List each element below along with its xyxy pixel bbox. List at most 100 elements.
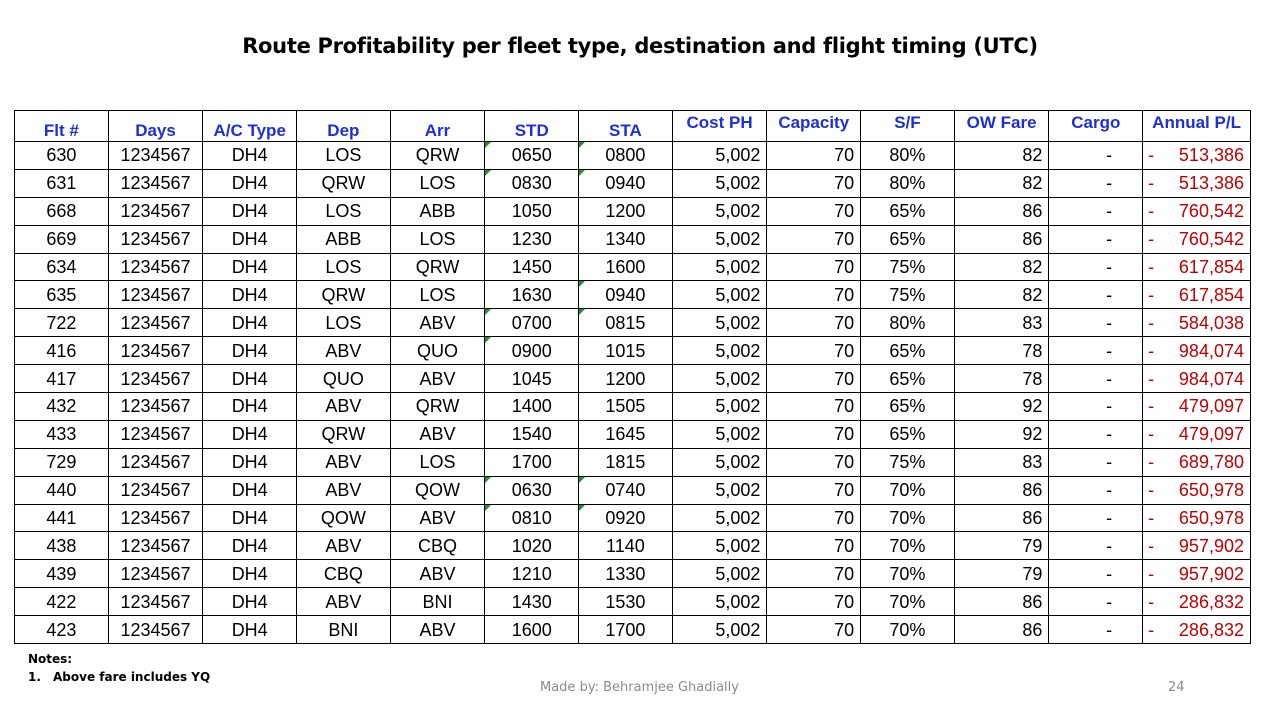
table-row: 631 1234567 DH4 QRW LOS 0830 0940 5,002 70 80% 82-… bbox=[14, 168, 1251, 198]
annual-pl-value: 513,386 bbox=[1178, 145, 1244, 166]
cell-days: 1234567 bbox=[107, 615, 204, 645]
cell-sta: 1200 bbox=[578, 196, 673, 226]
cell-cost-ph: 5,002 bbox=[671, 196, 768, 226]
cell-arr: ABV bbox=[389, 559, 486, 589]
cell-days: 1234567 bbox=[107, 280, 204, 310]
col-header-days: Days bbox=[107, 110, 204, 142]
cell-ow-fare: 82 bbox=[953, 252, 1050, 282]
cell-annual-pl: - 513,386 bbox=[1142, 141, 1251, 170]
annual-pl-value: 650,978 bbox=[1178, 480, 1244, 501]
cell-arr: LOS bbox=[389, 168, 486, 198]
cell-cost-ph: 5,002 bbox=[671, 280, 768, 310]
cell-days: 1234567 bbox=[107, 419, 204, 449]
negative-sign: - bbox=[1148, 396, 1155, 417]
cell-flight-number: 423 bbox=[14, 615, 109, 645]
cell-flight-number: 634 bbox=[14, 252, 109, 282]
cell-days: 1234567 bbox=[107, 587, 204, 617]
cell-days: 1234567 bbox=[107, 364, 204, 394]
cell-cost-ph: 5,002 bbox=[671, 141, 768, 170]
cell-ac-type: DH4 bbox=[202, 615, 298, 645]
col-header-sf: S/F bbox=[860, 110, 955, 142]
col-header-ow-fare: OW Fare bbox=[953, 110, 1050, 142]
table-row: 422 1234567 DH4 ABV BNI 1430 1530 5,002 70 70% 86-… bbox=[14, 587, 1251, 617]
cell-days: 1234567 bbox=[107, 141, 204, 170]
table-row: 668 1234567 DH4 LOS ABB 1050 1200 5,002 70 65% 86-… bbox=[14, 196, 1251, 226]
cell-ow-fare: 79 bbox=[953, 559, 1050, 589]
cell-ow-fare: 86 bbox=[953, 475, 1050, 505]
cell-arr: ABV bbox=[389, 615, 486, 645]
cell-capacity: 70 bbox=[766, 475, 862, 505]
cell-cost-ph: 5,002 bbox=[671, 503, 768, 533]
cell-flight-number: 439 bbox=[14, 559, 109, 589]
cell-cargo: - bbox=[1048, 531, 1144, 561]
cell-flight-number: 729 bbox=[14, 447, 109, 477]
cell-sf: 70% bbox=[860, 531, 955, 561]
cell-cargo: - bbox=[1048, 392, 1144, 421]
table-row: 433 1234567 DH4 QRW ABV 1540 1645 5,002 70 65% 92-… bbox=[14, 419, 1251, 449]
cell-cost-ph: 5,002 bbox=[671, 336, 768, 366]
cell-capacity: 70 bbox=[766, 280, 862, 310]
route-profitability-table: Flt # Days A/C Type Dep Arr STD STA Cost… bbox=[14, 110, 1251, 645]
table-row: 669 1234567 DH4 ABB LOS 1230 1340 5,002 70 65% 86-… bbox=[14, 224, 1251, 254]
cell-ac-type: DH4 bbox=[202, 364, 298, 394]
annual-pl-value: 760,542 bbox=[1178, 229, 1244, 250]
cell-std: 0900 bbox=[484, 336, 580, 366]
cell-std: 1020 bbox=[484, 531, 580, 561]
cell-flight-number: 631 bbox=[14, 168, 109, 198]
cell-cost-ph: 5,002 bbox=[671, 447, 768, 477]
cell-flight-number: 635 bbox=[14, 280, 109, 310]
cell-cargo: - bbox=[1048, 559, 1144, 589]
cell-annual-pl: - 650,978 bbox=[1142, 503, 1251, 533]
cell-ow-fare: 79 bbox=[953, 531, 1050, 561]
cell-flight-number: 422 bbox=[14, 587, 109, 617]
cell-dep: LOS bbox=[296, 308, 391, 338]
cell-sf: 70% bbox=[860, 503, 955, 533]
cell-sta: 1140 bbox=[578, 531, 673, 561]
cell-capacity: 70 bbox=[766, 503, 862, 533]
cell-days: 1234567 bbox=[107, 308, 204, 338]
cell-dep: CBQ bbox=[296, 559, 391, 589]
cell-cost-ph: 5,002 bbox=[671, 615, 768, 645]
cell-capacity: 70 bbox=[766, 336, 862, 366]
col-header-dep: Dep bbox=[296, 110, 391, 142]
cell-sta: 1530 bbox=[578, 587, 673, 617]
cell-sf: 70% bbox=[860, 587, 955, 617]
cell-std: 0700 bbox=[484, 308, 580, 338]
notes: Notes: 1. Above fare includes YQ bbox=[28, 650, 210, 686]
cell-arr: LOS bbox=[389, 447, 486, 477]
cell-cost-ph: 5,002 bbox=[671, 224, 768, 254]
cell-arr: ABV bbox=[389, 503, 486, 533]
slide-title: Route Profitability per fleet type, dest… bbox=[242, 34, 1038, 58]
cell-annual-pl: - 650,978 bbox=[1142, 475, 1251, 505]
cell-flight-number: 440 bbox=[14, 475, 109, 505]
cell-cargo: - bbox=[1048, 280, 1144, 310]
cell-cargo: - bbox=[1048, 168, 1144, 198]
negative-sign: - bbox=[1148, 535, 1155, 556]
table-row: 441 1234567 DH4 QOW ABV 0810 0920 5,002 70 70% 86-… bbox=[14, 503, 1251, 533]
cell-sta: 1330 bbox=[578, 559, 673, 589]
cell-sf: 65% bbox=[860, 336, 955, 366]
cell-std: 1600 bbox=[484, 615, 580, 645]
cell-annual-pl: - 584,038 bbox=[1142, 308, 1251, 338]
cell-days: 1234567 bbox=[107, 392, 204, 421]
cell-arr: QRW bbox=[389, 392, 486, 421]
cell-days: 1234567 bbox=[107, 168, 204, 198]
cell-dep: QRW bbox=[296, 419, 391, 449]
annual-pl-value: 584,038 bbox=[1178, 312, 1244, 333]
annual-pl-value: 957,902 bbox=[1178, 563, 1244, 584]
cell-annual-pl: - 479,097 bbox=[1142, 419, 1251, 449]
cell-dep: LOS bbox=[296, 141, 391, 170]
cell-sf: 70% bbox=[860, 475, 955, 505]
cell-capacity: 70 bbox=[766, 168, 862, 198]
cell-arr: LOS bbox=[389, 224, 486, 254]
cell-days: 1234567 bbox=[107, 196, 204, 226]
cell-flight-number: 417 bbox=[14, 364, 109, 394]
cell-sf: 80% bbox=[860, 168, 955, 198]
notes-item: 1. Above fare includes YQ bbox=[28, 668, 210, 686]
cell-ow-fare: 83 bbox=[953, 308, 1050, 338]
cell-ac-type: DH4 bbox=[202, 336, 298, 366]
annual-pl-value: 286,832 bbox=[1178, 591, 1244, 612]
negative-sign: - bbox=[1148, 619, 1155, 640]
cell-cost-ph: 5,002 bbox=[671, 419, 768, 449]
cell-days: 1234567 bbox=[107, 531, 204, 561]
